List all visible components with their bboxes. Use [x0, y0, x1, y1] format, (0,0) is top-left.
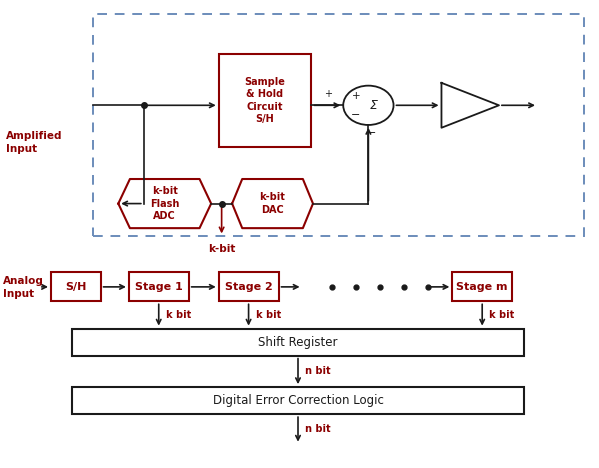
Text: Amplified
Input: Amplified Input: [6, 131, 62, 154]
Bar: [129, 272, 189, 301]
Bar: [72, 387, 524, 414]
Circle shape: [343, 86, 394, 125]
Text: n bit: n bit: [305, 424, 331, 434]
Text: Stage m: Stage m: [456, 282, 508, 292]
Text: −: −: [367, 128, 376, 139]
Text: Analog
Input: Analog Input: [3, 276, 44, 300]
Text: k bit: k bit: [166, 310, 191, 320]
Text: k bit: k bit: [256, 310, 281, 320]
Text: +: +: [352, 91, 360, 102]
Text: Σ: Σ: [370, 99, 377, 112]
Text: S/H: S/H: [65, 282, 86, 292]
Text: k-bit
DAC: k-bit DAC: [259, 192, 286, 215]
Text: Stage 1: Stage 1: [135, 282, 183, 292]
Bar: [452, 272, 512, 301]
Text: Shift Register: Shift Register: [258, 336, 338, 349]
Text: k bit: k bit: [489, 310, 515, 320]
Bar: [72, 329, 524, 356]
Bar: [219, 54, 311, 147]
Polygon shape: [119, 179, 211, 228]
Bar: [51, 272, 101, 301]
Polygon shape: [441, 83, 499, 128]
Text: Sample
& Hold
Circuit
S/H: Sample & Hold Circuit S/H: [244, 77, 286, 124]
Text: k-bit
Flash
ADC: k-bit Flash ADC: [150, 186, 180, 221]
Text: n bit: n bit: [305, 366, 331, 376]
Text: +: +: [324, 88, 332, 99]
Polygon shape: [232, 179, 313, 228]
Bar: [219, 272, 279, 301]
Text: Digital Error Correction Logic: Digital Error Correction Logic: [213, 394, 383, 407]
Bar: [93, 14, 584, 236]
Text: −: −: [351, 110, 361, 120]
Text: k-bit: k-bit: [208, 244, 235, 254]
Text: Stage 2: Stage 2: [225, 282, 273, 292]
